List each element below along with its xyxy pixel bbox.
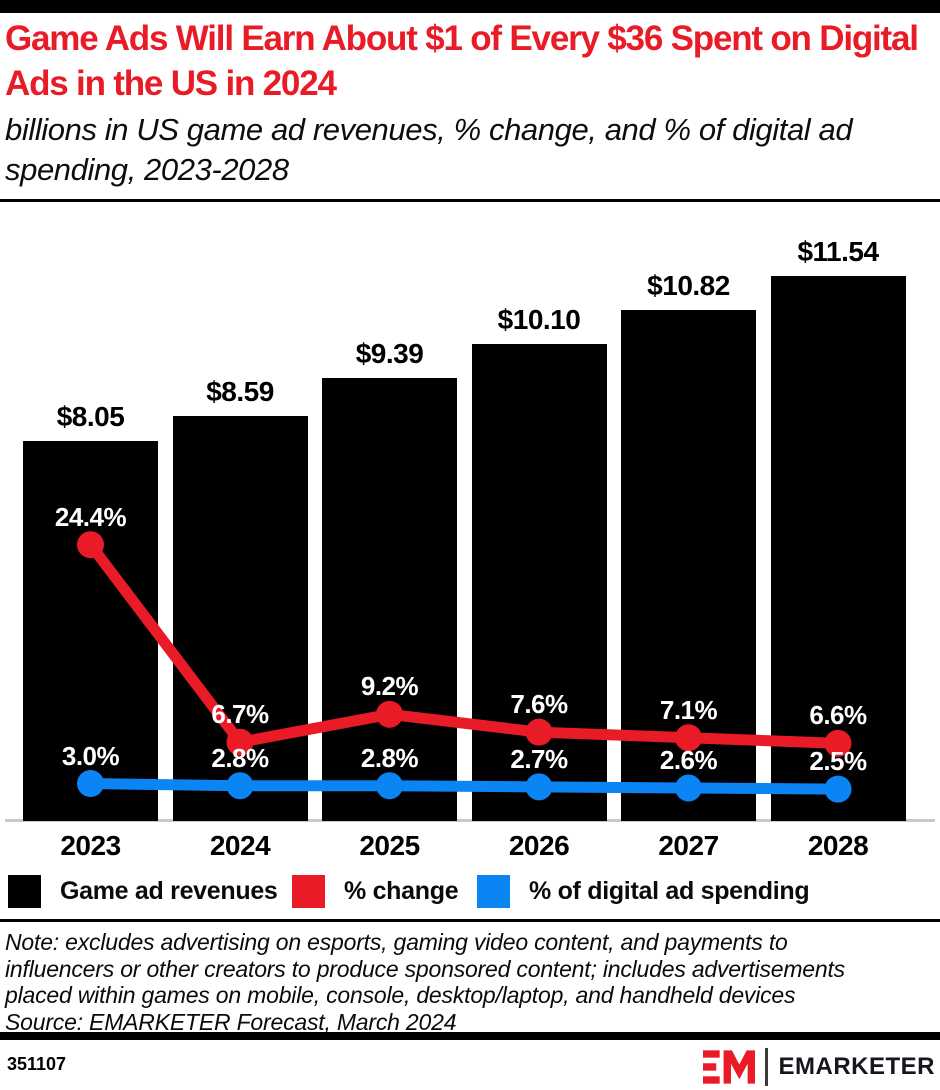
x-axis-tick-label: 2028 (807, 830, 869, 861)
pct-change-value-label: 24.4% (54, 501, 127, 532)
pct-change-value-label: 7.1% (659, 694, 718, 725)
pct-of-spend-point (525, 773, 553, 801)
pct-of-spend-point (824, 775, 852, 803)
pct-change-value-label: 9.2% (360, 671, 419, 702)
pct-change-point (376, 700, 403, 728)
legend-label-pct-of-digital-ad-spending: % of digital ad spending (529, 877, 810, 905)
footnote: Note: excludes advertising on esports, g… (5, 929, 935, 1035)
pct-change-point (824, 729, 852, 757)
x-axis-tick-label: 2027 (658, 830, 719, 861)
legend-divider (0, 919, 940, 922)
footer-border-bar (0, 1032, 940, 1040)
pct-change-point (77, 531, 104, 559)
pct-change-value-label: 7.6% (510, 689, 568, 720)
bar-value-label: $11.54 (797, 236, 879, 268)
bar-value-label: $8.59 (206, 375, 274, 407)
pct-change-line (85, 539, 844, 749)
pct-of-spend-line (85, 778, 844, 795)
bar-value-label: $10.10 (497, 304, 581, 336)
x-axis-line (5, 819, 935, 822)
revenue-bar (322, 377, 457, 821)
legend-swatch-game-ad-revenues (8, 875, 41, 908)
pct-change-point (525, 718, 553, 746)
source-line: Source: EMARKETER Forecast, March 2024 (5, 1008, 457, 1035)
pct-of-spend-value-label: 2.7% (510, 743, 568, 774)
logo-divider (765, 1048, 769, 1086)
pct-change-value-label: 6.6% (809, 700, 867, 731)
x-axis-tick-label: 2025 (359, 830, 420, 861)
emarketer-logo: EMARKETER (703, 1046, 935, 1088)
footnote-line: placed within games on mobile, console, … (5, 982, 796, 1008)
x-axis-tick-label: 2024 (209, 830, 271, 861)
bar-value-label: $8.05 (56, 401, 125, 433)
pct-of-spend-point (226, 772, 254, 800)
header-divider (0, 199, 940, 202)
pct-change-point (675, 724, 702, 752)
legend-item-game-ad-revenues: Game ad revenues (8, 875, 278, 908)
legend-swatch-pct-of-digital-ad-spending (477, 875, 510, 908)
chart-plot-area: $8.05 2023 $8.59 2024 $9.39 2025 $10.10 2026 $10… (0, 210, 940, 870)
pct-of-spend-value-label: 2.8% (211, 742, 269, 773)
pct-of-spend-value-label: 3.0% (61, 740, 120, 771)
line-series-layer (77, 531, 852, 803)
pct-of-spend-point (77, 770, 104, 798)
pct-of-spend-point (376, 772, 403, 800)
revenue-bar (23, 441, 158, 821)
chart-subtitle: billions in US game ad revenues, % chang… (5, 112, 853, 187)
x-axis-tick-label: 2023 (60, 830, 121, 861)
pct-of-spend-value-label: 2.8% (360, 742, 419, 773)
legend-label-game-ad-revenues: Game ad revenues (60, 877, 278, 905)
pct-change-point (226, 728, 254, 756)
chart-id: 351107 (7, 1054, 67, 1074)
legend-swatch-pct-change (292, 875, 325, 908)
top-border-bar (0, 0, 940, 13)
emarketer-monogram-icon (703, 1050, 756, 1084)
legend-label-pct-change: % change (344, 877, 459, 905)
emarketer-logo-text: EMARKETER (778, 1053, 935, 1080)
legend: Game ad revenues % change % of digital a… (0, 875, 940, 909)
pct-change-value-label: 6.7% (211, 699, 269, 730)
legend-item-pct-of-digital-ad-spending: % of digital ad spending (477, 875, 810, 908)
chart-title: Game Ads Will Earn About $1 of Every $36… (5, 19, 919, 103)
bar-value-label: $9.39 (355, 337, 424, 369)
pct-of-spend-value-label: 2.5% (809, 746, 867, 777)
pct-of-spend-point (675, 774, 702, 802)
legend-item-pct-change: % change (292, 875, 459, 908)
bar-value-label: $10.82 (647, 270, 730, 302)
pct-of-spend-value-label: 2.6% (659, 744, 718, 775)
x-axis-tick-label: 2026 (508, 830, 570, 861)
footnote-line: Note: excludes advertising on esports, g… (5, 929, 788, 955)
footnote-line: influencers or other creators to produce… (5, 955, 845, 982)
